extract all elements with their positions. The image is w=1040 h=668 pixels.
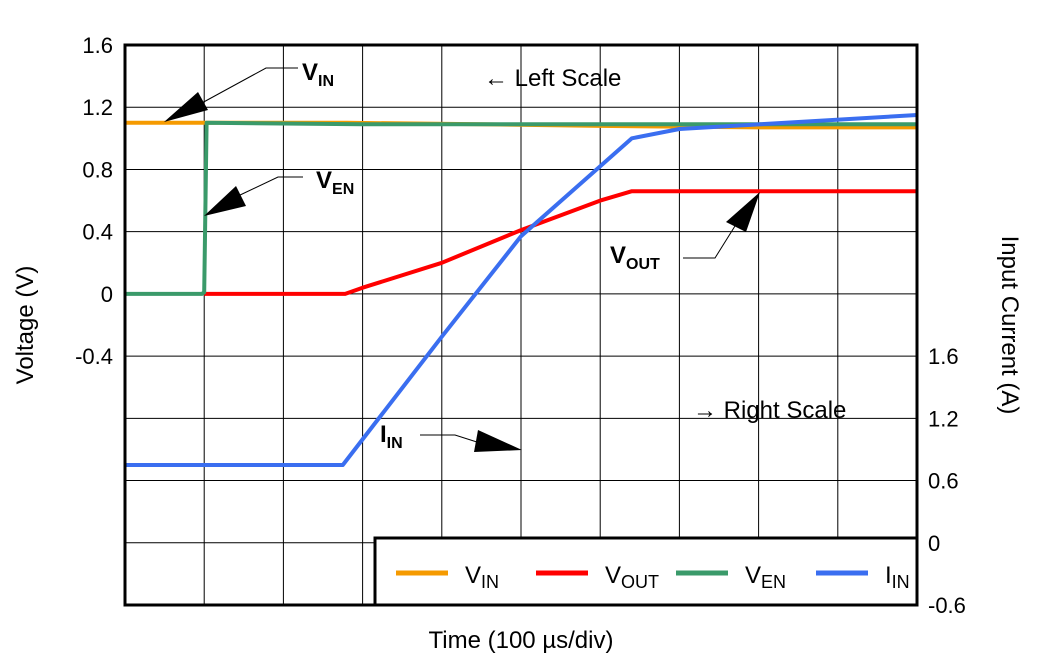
right-tick-label: -0.6 — [928, 593, 966, 618]
left-scale-annotation: ← Left Scale — [484, 65, 621, 92]
x-axis-label: Time (100 µs/div) — [429, 627, 614, 654]
left-tick-label: 0.4 — [82, 220, 113, 245]
vout-callout: VOUT — [610, 192, 760, 273]
svg-text:IIN: IIN — [380, 421, 403, 452]
right-scale-annotation: → Right Scale — [693, 397, 846, 424]
y-axis-left-label: Voltage (V) — [12, 266, 39, 385]
right-tick-label: 0.6 — [928, 469, 959, 494]
series-line-vout — [204, 189, 917, 296]
y-axis-right-label: Input Current (A) — [996, 236, 1023, 415]
series-line-iin — [125, 113, 918, 467]
left-tick-label: 0 — [101, 282, 113, 307]
svg-text:VIN: VIN — [302, 59, 334, 90]
left-tick-label: 1.6 — [82, 33, 113, 58]
legend-label: IIN — [885, 562, 910, 592]
series-lines — [125, 113, 918, 467]
svg-text:VOUT: VOUT — [610, 242, 660, 273]
vin-callout: VIN — [164, 59, 334, 122]
left-tick-label: 1.2 — [82, 95, 113, 120]
right-tick-label: 1.2 — [928, 406, 959, 431]
series-line-ven — [125, 120, 917, 296]
left-tick-label: -0.4 — [75, 344, 113, 369]
right-ticks: 1.6 1.2 0.6 0 -0.6 — [928, 344, 966, 618]
legend-item-iin: IIN — [816, 562, 910, 592]
right-tick-label: 0 — [928, 531, 940, 556]
legend-label: VOUT — [605, 562, 659, 592]
svg-text:VEN: VEN — [316, 167, 354, 198]
right-tick-label: 1.6 — [928, 344, 959, 369]
left-tick-label: 0.8 — [82, 157, 113, 182]
legend-item-vout: VOUT — [536, 562, 659, 592]
legend-label: VEN — [745, 562, 786, 592]
left-ticks: 1.6 1.2 0.8 0.4 0 -0.4 — [75, 33, 113, 369]
legend: VIN VOUT VEN IIN — [373, 536, 919, 607]
legend-item-vin: VIN — [396, 562, 499, 592]
legend-label: VIN — [465, 562, 499, 592]
legend-item-ven: VEN — [676, 562, 786, 592]
ven-callout: VEN — [204, 167, 354, 216]
iin-callout: IIN — [380, 421, 522, 452]
